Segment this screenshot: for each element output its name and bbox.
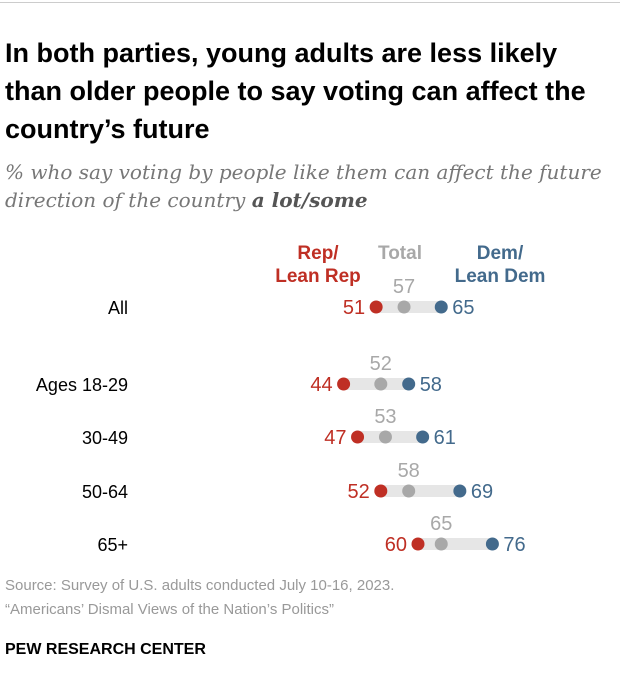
dot-rep: [351, 430, 365, 444]
category-label: 50-64: [82, 482, 128, 502]
data-label-dem: 69: [471, 481, 493, 503]
category-label: 65+: [97, 535, 128, 555]
dot-total: [374, 377, 388, 391]
dot-total: [402, 484, 416, 498]
chart-title: In both parties, young adults are less l…: [5, 38, 586, 144]
dot-dem: [434, 300, 448, 314]
dot-dem: [402, 377, 416, 391]
legend-label: Rep/: [297, 243, 339, 264]
category-label: Ages 18-29: [36, 375, 128, 395]
dot-total: [434, 537, 448, 551]
legend-label: Dem/: [477, 243, 524, 264]
source-note: Source: Survey of U.S. adults conducted …: [5, 574, 394, 622]
data-label-rep: 51: [343, 297, 365, 319]
chart-subtitle: % who say voting by people like them can…: [5, 158, 605, 214]
dot-rep: [374, 484, 388, 498]
data-label-total: 65: [430, 513, 452, 535]
range-bar: [418, 538, 493, 550]
data-label-total: 52: [370, 353, 392, 375]
dot-rep: [369, 300, 383, 314]
data-label-total: 53: [374, 406, 396, 428]
legend-label: Lean Dem: [455, 266, 546, 287]
legend-label: Lean Rep: [275, 266, 361, 287]
dot-rep: [337, 377, 351, 391]
dot-total: [397, 300, 411, 314]
dot-dem: [416, 430, 430, 444]
data-label-dem: 61: [434, 427, 456, 449]
report-title: “Americans’ Dismal Views of the Nation’s…: [5, 601, 334, 618]
dot-total: [378, 430, 392, 444]
category-label: 30-49: [82, 428, 128, 448]
dot-rep: [411, 537, 425, 551]
legend-label: Total: [378, 243, 422, 264]
data-label-rep: 44: [310, 374, 332, 396]
subtitle-emphasis: a lot/some: [251, 188, 368, 212]
dot-dem: [453, 484, 467, 498]
data-label-total: 57: [393, 276, 415, 298]
dot-dem: [485, 537, 499, 551]
pew-logo-text: PEW RESEARCH CENTER: [5, 641, 206, 658]
range-bar: [380, 485, 460, 497]
data-label-rep: 47: [324, 427, 346, 449]
category-label: All: [108, 298, 128, 318]
data-label-rep: 52: [348, 481, 370, 503]
data-label-total: 58: [398, 460, 420, 482]
data-label-dem: 76: [503, 534, 525, 556]
subtitle-text: % who say voting by people like them can…: [5, 160, 602, 212]
source-line: Source: Survey of U.S. adults conducted …: [5, 577, 395, 594]
data-label-dem: 65: [452, 297, 474, 319]
data-label-dem: 58: [420, 374, 442, 396]
data-label-rep: 60: [385, 534, 407, 556]
top-rule: [0, 2, 620, 3]
